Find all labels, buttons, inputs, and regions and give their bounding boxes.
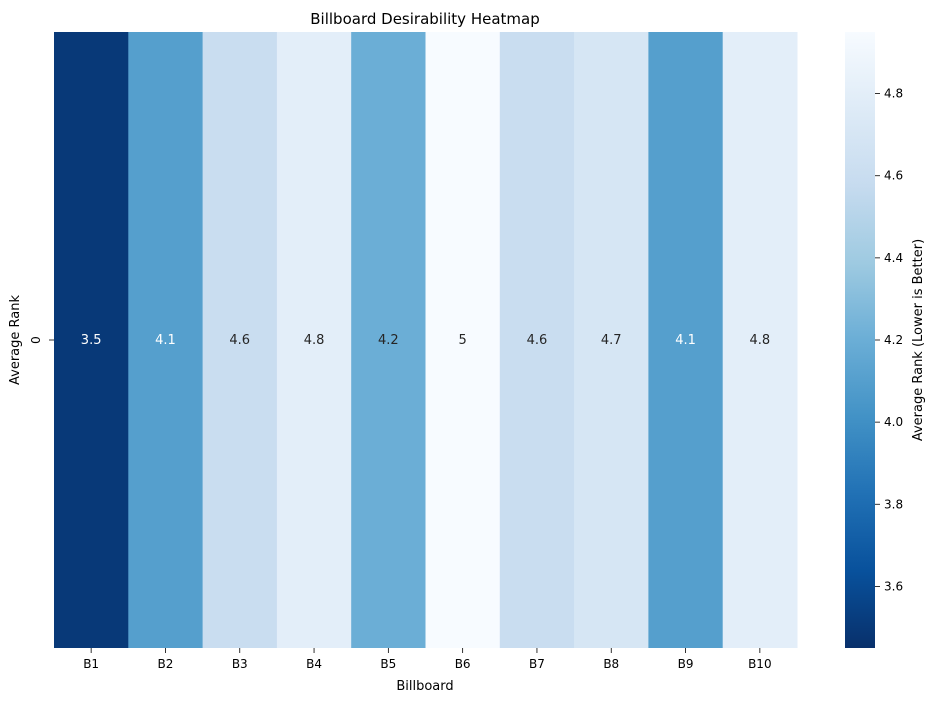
x-tick-label: B6 <box>455 657 471 671</box>
y-tick-label: 0 <box>29 336 43 344</box>
heatmap-cell <box>351 32 426 648</box>
heatmap-cell <box>202 32 278 648</box>
colorbar-tick-label: 4.0 <box>884 415 903 429</box>
colorbar-ticks: 3.6 3.8 4.0 4.2 4.4 4.6 4.8 <box>875 87 903 593</box>
y-axis: 0 <box>29 336 54 344</box>
x-tick-label: B9 <box>678 657 694 671</box>
x-tick-label: B4 <box>306 657 322 671</box>
x-tick-label: B3 <box>232 657 248 671</box>
heatmap-cell <box>574 32 649 648</box>
heatmap-cell <box>722 32 798 648</box>
colorbar-tick-label: 3.6 <box>884 579 903 593</box>
cell-value-label: 4.6 <box>229 333 250 348</box>
heatmap-cells: 3.5 4.1 4.6 4.8 4.2 5 4.6 4.7 4.1 4.8 <box>54 32 798 648</box>
colorbar <box>845 32 875 648</box>
chart-title: Billboard Desirability Heatmap <box>310 10 539 28</box>
colorbar-tick-label: 4.4 <box>884 251 903 265</box>
heatmap-cell <box>425 32 501 648</box>
colorbar-tick-label: 3.8 <box>884 497 903 511</box>
cell-value-label: 3.5 <box>81 333 102 348</box>
heatmap-cell <box>276 32 352 648</box>
x-axis-label: Billboard <box>396 679 453 694</box>
heatmap-cell <box>648 32 724 648</box>
colorbar-tick-label: 4.2 <box>884 333 903 347</box>
cell-value-label: 4.8 <box>750 333 771 348</box>
heatmap-cell <box>499 32 575 648</box>
x-tick-label: B1 <box>83 657 99 671</box>
x-tick-label: B7 <box>529 657 545 671</box>
x-axis: B1 B2 B3 B4 B5 B6 B7 B8 B9 B10 <box>83 648 772 671</box>
x-tick-label: B10 <box>748 657 772 671</box>
colorbar-label: Average Rank (Lower is Better) <box>911 239 926 441</box>
heatmap-cell <box>54 32 129 648</box>
x-tick-label: B2 <box>158 657 174 671</box>
cell-value-label: 4.7 <box>601 333 622 348</box>
colorbar-tick-label: 4.8 <box>884 87 903 101</box>
heatmap-cell <box>128 32 204 648</box>
cell-value-label: 4.6 <box>527 333 548 348</box>
cell-value-label: 4.2 <box>378 333 399 348</box>
x-tick-label: B5 <box>380 657 396 671</box>
cell-value-label: 5 <box>459 333 467 348</box>
y-axis-label: Average Rank <box>8 295 23 385</box>
x-tick-label: B8 <box>603 657 619 671</box>
cell-value-label: 4.1 <box>675 333 696 348</box>
cell-value-label: 4.8 <box>304 333 325 348</box>
colorbar-tick-label: 4.6 <box>884 169 903 183</box>
cell-value-label: 4.1 <box>155 333 176 348</box>
